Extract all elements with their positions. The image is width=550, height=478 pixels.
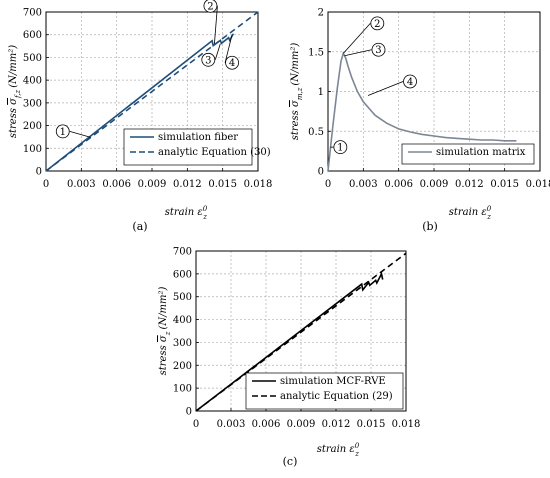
panel-3: 0 0.003 0.006 0.009 0.012 0.015 0.018 0 100 200 30…: [158, 247, 420, 469]
y-tick-label: 2: [318, 8, 324, 19]
legend-box: [401, 143, 535, 165]
x-tick-label: 0.009: [420, 179, 449, 190]
panel-caption: (b): [422, 220, 438, 233]
annotation-marker: [55, 124, 70, 139]
x-tick-label: 0.012: [173, 179, 202, 190]
y-tick-label: 500: [173, 292, 192, 303]
annotation-pointer: [367, 81, 404, 96]
annotation-pointer: [69, 130, 91, 138]
panel-1: 0 0.003 0.006 0.009 0.012 0.015 0.018 0 100 200 30…: [8, 0, 272, 233]
series-line: [195, 252, 407, 412]
annotation-label: 3: [375, 45, 381, 56]
annotation-marker: [371, 42, 386, 57]
y-tick-label: 600: [23, 30, 42, 41]
x-tick-label: 0.018: [392, 419, 421, 430]
annotation-pointer: [214, 5, 218, 44]
x-tick-label: 0.009: [138, 179, 167, 190]
x-tick-label: 0.012: [322, 419, 351, 430]
x-tick-label: 0.006: [252, 419, 281, 430]
annotation-pointer: [344, 49, 372, 57]
annotation-label: 2: [207, 1, 213, 12]
y-tick-label: 0: [186, 407, 192, 418]
y-axis-label: stress σz(N/mm²): [158, 287, 172, 376]
y-axis-label: stress σm,z(N/mm²): [290, 43, 304, 141]
y-tick-label: 0.5: [308, 127, 324, 138]
y-tick-label: 200: [173, 361, 192, 372]
legend-label: simulation matrix: [436, 147, 526, 158]
series-line: [195, 271, 384, 412]
x-tick-label: 0.015: [490, 179, 519, 190]
annotation-pointer: [343, 23, 371, 54]
y-tick-label: 700: [23, 8, 42, 19]
annotation-marker: [403, 74, 417, 89]
annotation-marker: [225, 55, 239, 70]
y-tick-label: 600: [173, 269, 192, 280]
panel-caption: (c): [283, 455, 298, 468]
x-axis-label: strain ε0 z: [449, 205, 492, 221]
annotation-marker: [333, 140, 348, 155]
annotation-marker: [370, 16, 385, 31]
x-tick-label: 0.006: [102, 179, 131, 190]
y-tick-label: 300: [173, 338, 192, 349]
x-tick-label: 0.009: [287, 419, 316, 430]
y-tick-label: 100: [173, 384, 192, 395]
annotation-label: 3: [205, 55, 211, 66]
y-axis-label: stress σf,z(N/mm²): [8, 45, 22, 138]
annotation-label: 1: [60, 127, 66, 138]
annotation-label: 4: [229, 58, 235, 69]
y-tick-label: 1: [318, 87, 324, 98]
y-tick-label: 300: [23, 98, 42, 109]
x-tick-label: 0: [325, 179, 331, 190]
y-tick-label: 100: [23, 144, 42, 155]
annotation-label: 2: [374, 19, 380, 30]
x-tick-label: 0.003: [349, 179, 378, 190]
legend-label: analytic Equation (29): [280, 391, 393, 402]
y-tick-label: 200: [23, 121, 42, 132]
x-tick-label: 0.018: [244, 179, 273, 190]
y-tick-label: 0: [318, 167, 324, 178]
x-axis-label: strain ε0 z: [165, 205, 208, 221]
series-line: [45, 33, 235, 172]
annotation-marker: [201, 52, 216, 67]
x-tick-label: 0.018: [526, 179, 550, 190]
x-tick-label: 0.003: [67, 179, 96, 190]
legend-box: [123, 128, 253, 166]
annotation-marker: [203, 0, 218, 13]
y-tick-label: 400: [173, 315, 192, 326]
x-axis-label: strain ε0 z: [317, 442, 360, 458]
x-tick-label: 0: [43, 179, 49, 190]
x-tick-label: 0: [193, 419, 199, 430]
x-tick-label: 0.015: [357, 419, 386, 430]
y-tick-label: 500: [23, 53, 42, 64]
legend-box: [245, 372, 404, 410]
x-tick-label: 0.012: [455, 179, 484, 190]
x-tick-label: 0.015: [208, 179, 237, 190]
panel-2: 0 0.003 0.006 0.009 0.012 0.015 0.018 0 0.5 1 1.5 2…: [290, 8, 550, 234]
annotation-label: 4: [407, 77, 413, 88]
annotation-label: 1: [337, 143, 343, 154]
panel-caption: (a): [132, 220, 147, 233]
series-line: [327, 51, 517, 172]
legend-label: simulation MCF-RVE: [280, 376, 386, 387]
annotation-pointer: [214, 43, 221, 60]
annotation-pointer: [224, 34, 233, 63]
y-tick-label: 1.5: [308, 47, 324, 58]
y-tick-label: 400: [23, 76, 42, 87]
legend-label: analytic Equation (30): [158, 147, 271, 158]
x-tick-label: 0.003: [217, 419, 246, 430]
x-tick-label: 0.006: [384, 179, 413, 190]
series-line: [45, 11, 259, 172]
y-tick-label: 700: [173, 247, 192, 258]
legend-label: simulation fiber: [158, 132, 238, 143]
y-tick-label: 0: [36, 167, 42, 178]
